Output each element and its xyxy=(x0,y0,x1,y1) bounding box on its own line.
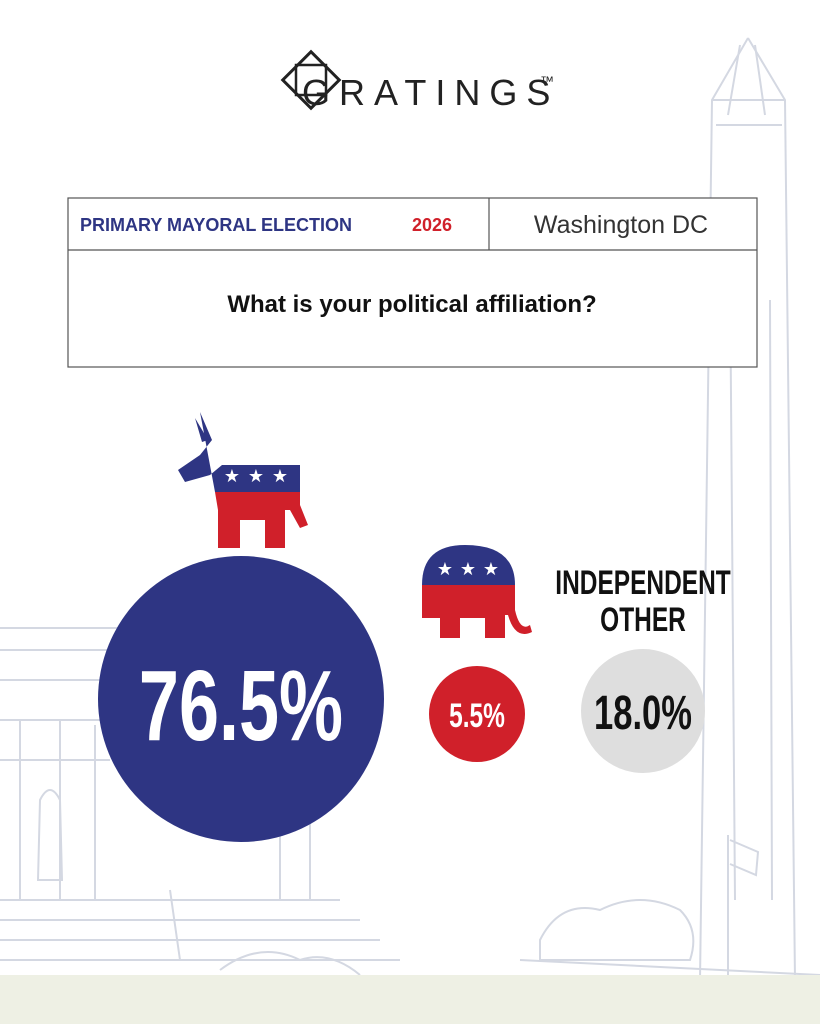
republican-value: 5.5% xyxy=(449,697,505,735)
election-title: PRIMARY MAYORAL ELECTION xyxy=(80,215,352,235)
democrat-value: 76.5% xyxy=(139,650,343,761)
independent-circle xyxy=(581,649,705,773)
ground xyxy=(0,975,820,1024)
other-label: OTHER xyxy=(600,601,686,639)
header-box: PRIMARY MAYORAL ELECTION 2026 Washington… xyxy=(67,197,758,368)
logo: GRATINGS ™ xyxy=(280,49,559,113)
independent-value: 18.0% xyxy=(594,685,692,739)
question: What is your political affiliation? xyxy=(227,291,596,318)
democrat-circle xyxy=(98,556,384,842)
svg-text:★: ★ xyxy=(224,466,240,486)
svg-text:★: ★ xyxy=(272,466,288,486)
elephant-icon: ★ ★ ★ xyxy=(422,545,532,638)
svg-text:★: ★ xyxy=(483,559,499,579)
svg-text:★: ★ xyxy=(460,559,476,579)
svg-text:★: ★ xyxy=(437,559,453,579)
donkey-icon: ★ ★ ★ xyxy=(178,412,308,548)
location: Washington DC xyxy=(534,211,708,239)
independent-label: INDEPENDENT xyxy=(555,564,730,602)
election-year: 2026 xyxy=(412,215,452,235)
logo-mark: ™ xyxy=(540,73,554,89)
republican-circle xyxy=(429,666,525,762)
background-sketch xyxy=(0,37,820,1001)
svg-text:★: ★ xyxy=(248,466,264,486)
logo-name: GRATINGS xyxy=(302,72,559,113)
